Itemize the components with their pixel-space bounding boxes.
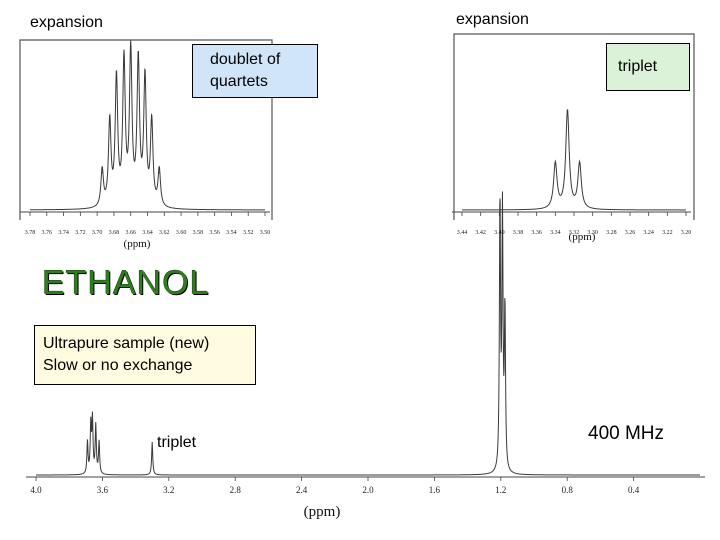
x-axis-label: (ppm) xyxy=(304,504,341,520)
x-tick-label: 3.64 xyxy=(142,230,153,236)
triplet-callout-text: triplet xyxy=(618,58,658,75)
x-tick-label: 3.24 xyxy=(643,230,654,236)
x-tick-label: 3.42 xyxy=(475,230,486,236)
x-tick-label: 3.66 xyxy=(125,230,136,236)
peak-5 xyxy=(137,64,139,67)
x-tick-label: 0.4 xyxy=(628,485,640,495)
main-spectrum: 4.0 3.6 3.2 2.8 2.4 2.0 1.6 1.2 0.8 0.4 (ppm) xyxy=(26,191,705,520)
x-tick-label: 3.20 xyxy=(681,230,692,236)
peak-8 xyxy=(504,312,506,314)
sample-note-box: Ultrapure sample (new) Slow or no exchan… xyxy=(34,325,256,385)
expansion-label-right: expansion xyxy=(456,11,529,28)
peak-6 xyxy=(144,81,146,84)
peak-5 xyxy=(151,442,153,444)
compound-title: ETHANOL xyxy=(42,264,210,302)
sample-note-line1: Ultrapure sample (new) xyxy=(43,335,210,352)
peak-7 xyxy=(151,124,153,126)
spectrum-trace xyxy=(462,109,686,211)
peak-3 xyxy=(123,64,125,67)
x-tick-label: 3.2 xyxy=(163,485,174,495)
x-tick-label: 1.6 xyxy=(429,485,441,495)
x-tick-label: 3.70 xyxy=(92,230,103,236)
x-tick-label: 3.44 xyxy=(457,230,468,236)
x-tick-label: 3.30 xyxy=(587,230,598,236)
peak-0 xyxy=(554,163,556,165)
x-tick-label: 3.22 xyxy=(662,230,673,236)
peak-7 xyxy=(501,217,504,220)
x-tick-label: 0.8 xyxy=(562,485,574,495)
doublet-of-quartets-callout: doublet of quartets xyxy=(192,44,318,98)
x-tick-label: 3.72 xyxy=(75,230,86,236)
peak-1 xyxy=(566,111,569,113)
x-tick-label: 3.26 xyxy=(625,230,636,236)
x-tick-label: 3.76 xyxy=(42,230,53,236)
peak-1 xyxy=(109,124,111,126)
x-tick-label: 2.8 xyxy=(230,485,242,495)
peak-0 xyxy=(101,172,103,174)
doublet-callout-line2: quartets xyxy=(210,73,268,90)
x-tick-label: 3.34 xyxy=(550,230,561,236)
x-tick-label: 3.68 xyxy=(109,230,120,236)
x-tick-label: 3.54 xyxy=(226,230,237,236)
x-tick-label: 3.52 xyxy=(243,230,254,236)
doublet-callout-line1: doublet of xyxy=(210,51,281,68)
x-tick-label: 3.58 xyxy=(193,230,204,236)
x-tick-label: 2.4 xyxy=(296,485,308,495)
x-tick-label: 3.62 xyxy=(159,230,170,236)
x-tick-label: 3.32 xyxy=(569,230,580,236)
triplet-label: triplet xyxy=(157,434,197,451)
expansion-spectrum-right: 3.44 3.42 3.40 3.38 3.36 3.34 3.32 3.30 3.28 3.26… xyxy=(452,33,695,243)
x-tick-label: 3.40 xyxy=(494,230,505,236)
x-tick-label: 3.78 xyxy=(25,230,36,236)
spectrometer-frequency: 400 MHz xyxy=(588,423,665,444)
peak-4 xyxy=(130,56,132,58)
peak-8 xyxy=(158,172,160,174)
peak-0 xyxy=(86,442,89,444)
peak-4 xyxy=(98,442,100,444)
x-axis-label: (ppm) xyxy=(569,231,596,243)
x-tick-label: 3.74 xyxy=(58,230,69,236)
expansion-spectrum-left: 3.78 3.76 3.74 3.72 3.70 3.68 3.66 3.64 3.62 3.60… xyxy=(19,39,273,250)
x-tick-label: 3.36 xyxy=(531,230,542,236)
peak-2 xyxy=(91,420,94,422)
peak-6 xyxy=(499,204,501,206)
plot-frame xyxy=(453,33,695,220)
x-tick-label: 4.0 xyxy=(30,485,42,495)
triplet-callout: triplet xyxy=(606,43,690,91)
plot-frame xyxy=(19,39,273,220)
x-axis-label: (ppm) xyxy=(124,238,151,250)
spectrum-trace xyxy=(30,40,265,211)
x-tick-label: 3.56 xyxy=(209,230,220,236)
peak-1 xyxy=(90,425,92,427)
peak-2 xyxy=(115,81,118,84)
x-tick-label: 3.6 xyxy=(97,485,109,495)
peak-2 xyxy=(579,163,581,165)
spectrum-trace xyxy=(36,191,700,476)
x-tick-label: 3.38 xyxy=(513,230,524,236)
sample-note-line2: Slow or no exchange xyxy=(43,357,193,374)
x-tick-label: 1.2 xyxy=(495,485,506,495)
x-tick-label: 3.28 xyxy=(606,230,617,236)
peak-3 xyxy=(95,425,97,427)
x-tick-label: 2.0 xyxy=(362,485,374,495)
x-tick-label: 3.60 xyxy=(176,230,187,236)
x-tick-label: 3.50 xyxy=(260,230,271,236)
expansion-label-left: expansion xyxy=(30,14,103,31)
